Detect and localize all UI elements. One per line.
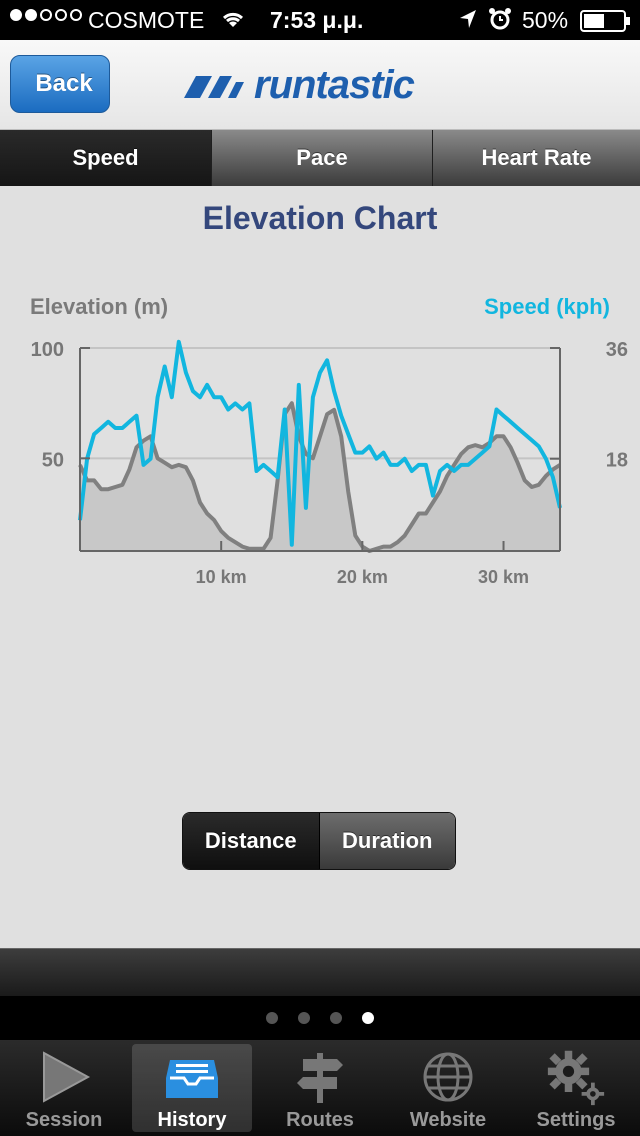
tab-speed[interactable]: Speed — [0, 130, 212, 186]
page-indicator — [0, 996, 640, 1040]
battery-icon — [580, 10, 630, 32]
page-dot[interactable] — [298, 1012, 310, 1024]
navigation-bar: Back runtastic — [0, 40, 640, 130]
tab-session[interactable]: Session — [0, 1040, 128, 1136]
tab-routes-label: Routes — [286, 1109, 354, 1131]
tab-session-label: Session — [25, 1109, 103, 1131]
tab-bar: Session History Routes Website — [0, 1040, 640, 1136]
page-dot[interactable] — [362, 1012, 374, 1024]
tab-history-label: History — [157, 1109, 227, 1131]
distance-button[interactable]: Distance — [183, 813, 320, 869]
tab-website[interactable]: Website — [384, 1040, 512, 1136]
play-icon — [34, 1048, 94, 1106]
wifi-icon — [220, 8, 246, 35]
duration-button[interactable]: Duration — [319, 813, 455, 869]
inbox-tray-icon — [162, 1048, 222, 1106]
runtastic-logo: runtastic — [176, 62, 415, 108]
globe-icon — [418, 1048, 478, 1106]
carrier-name: COSMOTE — [88, 7, 205, 33]
elevation-area — [80, 403, 560, 551]
bottom-toolbar — [0, 948, 640, 996]
left-axis-label: Elevation (m) — [30, 294, 169, 319]
chart-title: Elevation Chart — [202, 200, 438, 236]
tab-routes[interactable]: Routes — [256, 1040, 384, 1136]
back-button[interactable]: Back — [10, 55, 110, 113]
x-tick-label: 10 km — [196, 567, 247, 587]
x-tick-label: 20 km — [337, 567, 388, 587]
tab-history[interactable]: History — [128, 1040, 256, 1136]
page-dot[interactable] — [330, 1012, 342, 1024]
right-axis-label: Speed (kph) — [484, 294, 610, 319]
status-time: 7:53 μ.μ. — [270, 7, 364, 33]
left-tick-label: 50 — [42, 449, 64, 471]
logo-text: runtastic — [254, 62, 415, 107]
alarm-clock-icon — [488, 7, 512, 37]
tab-heart-rate[interactable]: Heart Rate — [433, 130, 640, 186]
signal-strength-icon — [10, 9, 82, 21]
speed-line — [78, 339, 562, 547]
battery-percentage: 50% — [522, 7, 569, 33]
runtastic-swoosh-icon — [184, 76, 244, 98]
tab-pace[interactable]: Pace — [212, 130, 433, 186]
elevation-chart: 50 100 18 36 10 km 20 km 30 km — [31, 339, 628, 587]
gears-icon — [546, 1048, 606, 1106]
elevation-line — [78, 401, 562, 553]
tab-website-label: Website — [409, 1109, 487, 1131]
tab-settings[interactable]: Settings — [512, 1040, 640, 1136]
signpost-icon — [290, 1048, 350, 1106]
page-dot[interactable] — [266, 1012, 278, 1024]
x-tick-label: 30 km — [478, 567, 529, 587]
x-axis-mode-switch: Distance Duration — [182, 812, 456, 870]
chart-type-tabs: Speed Pace Heart Rate — [0, 130, 640, 186]
tab-settings-label: Settings — [536, 1109, 616, 1131]
status-bar: COSMOTE 7:53 μ.μ. 50% — [0, 0, 640, 40]
left-tick-label: 100 — [31, 339, 64, 361]
location-arrow-icon — [458, 8, 478, 36]
right-tick-label: 18 — [606, 450, 628, 472]
chart-content: Elevation Chart Elevation (m) Speed (kph… — [0, 186, 640, 948]
right-tick-label: 36 — [606, 339, 628, 361]
